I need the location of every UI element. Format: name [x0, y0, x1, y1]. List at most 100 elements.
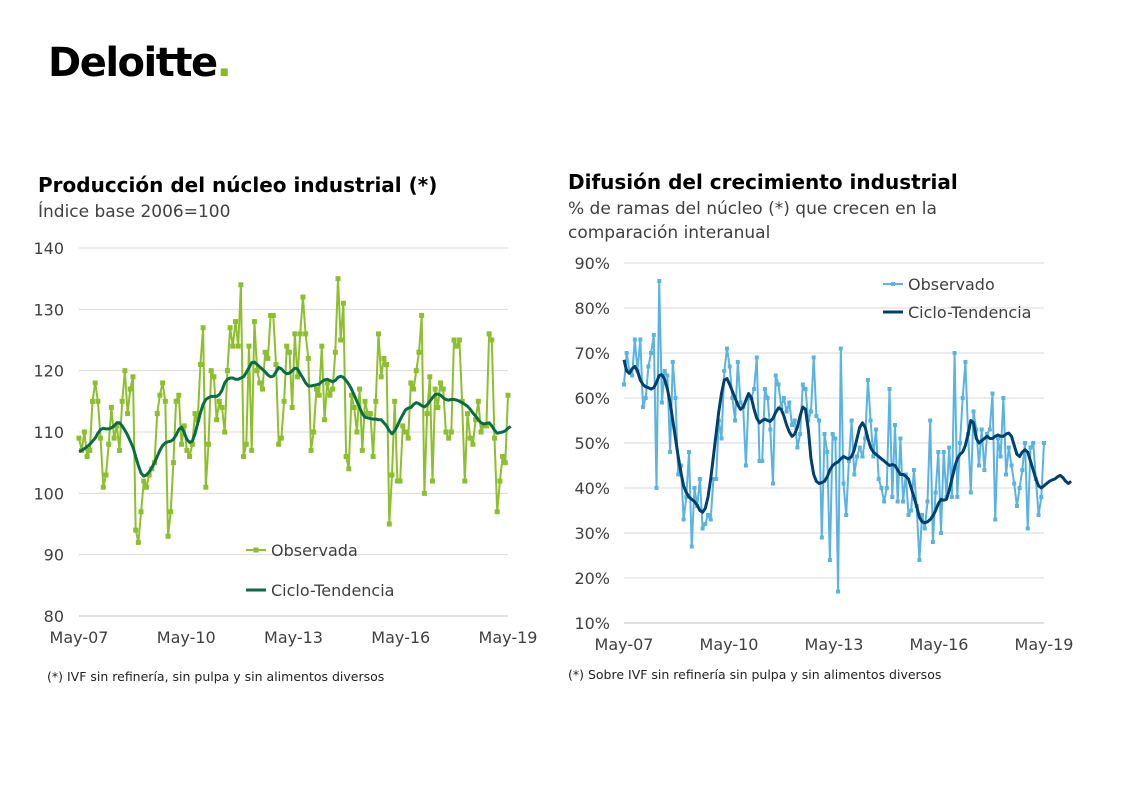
chart2-observed-point: [738, 400, 743, 405]
chart1-observed-point: [181, 423, 187, 429]
chart2-y-tick-label: 10%: [574, 614, 610, 633]
chart2-observed-point: [976, 463, 981, 468]
chart1-observed-point: [111, 435, 117, 441]
chart1-observed-point: [489, 337, 495, 343]
chart2-observed-point: [706, 513, 710, 517]
chart1-observed-point: [446, 435, 452, 441]
chart1-observed-point: [456, 337, 462, 343]
chart1-observed-point: [416, 349, 422, 355]
chart2-observed-point: [1020, 468, 1025, 472]
chart2-observed-point: [903, 472, 908, 477]
chart1-observed-point: [322, 417, 328, 423]
chart2-observed-point: [779, 405, 784, 409]
chart1-observed-point: [305, 355, 311, 361]
chart1-observed-point: [135, 539, 141, 545]
chart2-observed-point: [892, 423, 897, 427]
chart2-observed-point: [949, 495, 954, 499]
chart2-observed-point: [987, 427, 992, 432]
chart2-observed-point: [827, 558, 832, 562]
chart1-observed-point: [154, 411, 160, 417]
left-chart-footnote: (*) IVF sin refinería, sin pulpa y sin a…: [47, 669, 385, 684]
chart1-observed-point: [411, 386, 417, 392]
chart2-series-trend-line: [622, 359, 1073, 525]
chart1-observed-point: [400, 423, 406, 429]
chart2-observed-point: [697, 477, 702, 481]
chart2-y-tick-label: 70%: [574, 344, 610, 363]
chart2-observed-point: [651, 333, 656, 337]
chart2-observed-point: [990, 391, 995, 396]
chart2-observed-point: [819, 535, 824, 540]
chart1-observed-point: [168, 509, 174, 515]
logo-text: Deloitte: [48, 40, 218, 86]
chart2-observed-point: [781, 396, 786, 400]
chart1-observed-point: [278, 435, 284, 441]
chart2-y-tick-label: 80%: [574, 299, 610, 318]
chart1-legend-label: Ciclo-Tendencia: [271, 581, 394, 600]
chart2-observed-point: [939, 531, 944, 535]
chart2-series-observed-line: [623, 280, 1045, 593]
chart1-observed-point: [222, 429, 228, 435]
chart2-observed-point: [776, 382, 781, 387]
chart1-observed-point: [435, 404, 441, 410]
chart2-observed-point: [654, 486, 659, 490]
chart1-observed-point: [211, 374, 217, 380]
chart1-observed-point: [427, 374, 433, 380]
chart2-observed-point: [852, 472, 857, 477]
chart2-observed-point: [668, 450, 673, 454]
chart1-observed-point: [187, 454, 193, 460]
chart2-x-tick-label: May-13: [805, 635, 864, 654]
chart1-legend-marker-observed: [253, 547, 259, 553]
chart2-observed-point: [657, 279, 662, 283]
chart2-observed-point: [792, 418, 797, 423]
chart1-observed-point: [141, 478, 147, 484]
chart2-observed-point: [727, 364, 732, 369]
chart2-observed-point: [1042, 441, 1046, 445]
chart1-observed-point: [162, 398, 168, 404]
chart1-observed-point: [319, 343, 325, 349]
chart2-observed-point: [925, 499, 930, 504]
chart1-observed-point: [505, 392, 511, 398]
chart1-x-tick-label: May-07: [50, 628, 109, 647]
chart1-observed-point: [357, 386, 363, 392]
chart2-observed-point: [735, 360, 740, 364]
chart2-observed-point: [784, 409, 789, 414]
chart2-legend-marker-observed: [891, 282, 895, 286]
chart1-observed-point: [87, 447, 93, 453]
chart2-observed-point: [844, 513, 849, 517]
chart1-observed-point: [492, 435, 498, 441]
chart2-observed-point: [863, 436, 868, 441]
chart1-observed-point: [465, 411, 471, 417]
chart2-observed-point: [1028, 445, 1033, 450]
chart1-observed-point: [259, 386, 265, 392]
chart1-observed-point: [197, 362, 203, 368]
chart2-observed-point: [722, 369, 727, 373]
chart2-observed-point: [817, 418, 822, 423]
chart2-observed-point: [838, 346, 843, 351]
chart1-observed-point: [386, 521, 392, 527]
chart2-observed-point: [771, 481, 776, 486]
chart2-y-tick-label: 30%: [574, 524, 610, 543]
chart1-observed-point: [448, 429, 454, 435]
chart2-observed-point: [898, 436, 903, 441]
chart1-observed-point: [257, 380, 263, 386]
right-chart-subtitle-line2: comparación interanual: [568, 223, 771, 243]
chart1-observed-point: [297, 331, 303, 337]
chart1-observed-point: [89, 398, 95, 404]
chart2-observed-point: [670, 360, 675, 364]
chart2-observed-point: [836, 589, 841, 594]
chart2-observed-point: [995, 436, 1000, 441]
chart2-observed-point: [1014, 504, 1019, 508]
chart1-observed-point: [486, 331, 492, 337]
chart2-observed-point: [849, 418, 854, 423]
chart1-observed-point: [122, 368, 128, 374]
chart1-observed-point: [359, 447, 365, 453]
chart1-observed-point: [184, 447, 190, 453]
chart1-observed-point: [173, 398, 179, 404]
chart2-observed-point: [1001, 396, 1006, 400]
chart1-observed-point: [170, 460, 176, 466]
chart2-observed-point: [743, 463, 748, 468]
chart2-observed-point: [963, 360, 968, 364]
chart1-observed-point: [397, 478, 403, 484]
chart1-observed-point: [268, 312, 274, 318]
